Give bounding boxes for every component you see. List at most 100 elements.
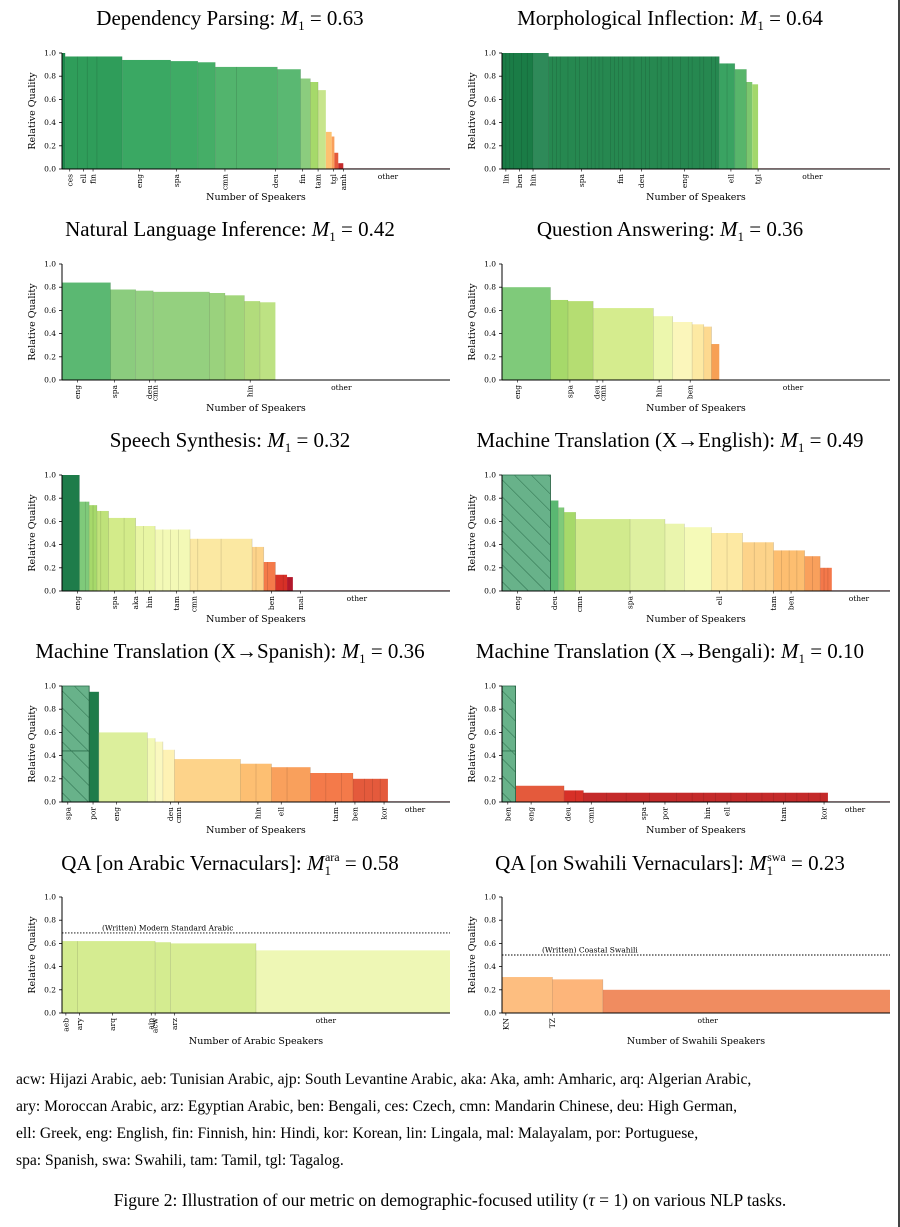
- title-value: = 0.49: [804, 428, 864, 452]
- y-tick-label: 0.8: [44, 72, 56, 81]
- figure-caption: Figure 2: Illustration of our metric on …: [0, 1190, 900, 1211]
- bar: [162, 749, 175, 802]
- bar: [502, 977, 553, 1013]
- glossary-line: spa: Spanish, swa: Swahili, tam: Tamil, …: [16, 1152, 344, 1169]
- bar: [583, 792, 828, 802]
- bar: [734, 69, 747, 169]
- glossary-line: ary: Moroccan Arabic, arz: Egyptian Arab…: [16, 1098, 737, 1115]
- hatched-bar: [501, 685, 516, 803]
- y-tick-label: 0.2: [484, 774, 496, 783]
- chart-title: Machine Translation (X→English): M1 = 0.…: [450, 428, 890, 456]
- bar: [275, 574, 288, 591]
- title-value: = 0.36: [744, 217, 804, 241]
- x-category-label: por: [89, 807, 98, 820]
- x-category-label: deu: [593, 385, 602, 399]
- x-category-label: other: [331, 383, 352, 392]
- x-category-label: ben: [503, 807, 512, 821]
- bar: [79, 501, 90, 591]
- x-axis-label: Number of Speakers: [206, 614, 306, 625]
- bar: [259, 302, 276, 380]
- y-tick-label: 0.4: [44, 329, 56, 338]
- x-category-label: spa: [626, 595, 635, 609]
- x-category-label: eng: [112, 807, 121, 821]
- x-axis-label: Number of Swahili Speakers: [627, 1036, 765, 1047]
- bar: [564, 512, 576, 591]
- hatched-bar: [61, 685, 90, 803]
- y-tick-label: 1.0: [44, 471, 56, 480]
- bar: [310, 82, 319, 169]
- title-prefix: Machine Translation (X→English):: [476, 428, 781, 452]
- x-category-label: other: [347, 594, 368, 603]
- y-tick-label: 0.0: [44, 587, 56, 596]
- bar: [224, 295, 245, 380]
- caption-text-before: Figure 2: Illustration of our metric on …: [113, 1190, 589, 1210]
- bar: [664, 523, 685, 591]
- y-tick-label: 0.0: [484, 376, 496, 385]
- y-tick-label: 0.0: [44, 798, 56, 807]
- bar: [773, 550, 805, 591]
- y-tick-label: 0.6: [44, 306, 56, 315]
- y-tick-label: 1.0: [484, 49, 496, 58]
- x-category-label: mal: [296, 595, 305, 610]
- bar: [602, 989, 890, 1013]
- bar: [502, 53, 534, 169]
- title-metric: M: [280, 6, 299, 30]
- chart-panel-tts: Speech Synthesis: M1 = 0.32 0.0 0.2 0.4 0.6 0…: [10, 428, 450, 633]
- x-category-label: other: [697, 1016, 718, 1025]
- bar: [515, 785, 565, 802]
- chart-svg: 0.0 0.2 0.4 0.6 0.8 1.0 Relative Quality spa por…: [27, 682, 450, 836]
- chart-panel-qa_swa: QA [on Swahili Vernaculars]: M1swa = 0.2…: [450, 850, 890, 1055]
- title-sub: 1: [324, 863, 331, 879]
- x-category-label: deu: [550, 596, 559, 610]
- x-category-label: cmn: [174, 807, 183, 823]
- caption-text-after: = 1) on various NLP tasks.: [594, 1190, 787, 1210]
- bar: [575, 519, 631, 591]
- bar: [630, 519, 665, 591]
- caption-tau: τ: [588, 1190, 595, 1210]
- y-tick-label: 0.4: [484, 751, 496, 760]
- x-category-label: ajp: [147, 1018, 156, 1030]
- x-category-label: ben: [515, 174, 524, 188]
- x-category-label: spa: [577, 173, 586, 187]
- bar: [300, 78, 311, 169]
- title-prefix: Machine Translation (X→Bengali):: [475, 639, 781, 663]
- x-category-label: eng: [513, 596, 522, 610]
- x-category-label: eng: [680, 174, 689, 188]
- chart-title: Natural Language Inference: M1 = 0.42: [10, 217, 450, 245]
- x-category-label: aeb: [61, 1018, 70, 1032]
- bar: [252, 546, 264, 591]
- y-tick-label: 0.6: [44, 95, 56, 104]
- x-axis-label: Number of Speakers: [646, 192, 746, 203]
- chart-svg: (Written) Coastal Swahili 0.0 0.2 0.4 0.6 0.8…: [467, 893, 890, 1047]
- x-axis-label: Number of Speakers: [206, 192, 306, 203]
- x-category-label: fin: [89, 174, 98, 184]
- page-edge-rule: [898, 0, 900, 1227]
- title-metric: M: [720, 217, 738, 241]
- title-sub: 1: [284, 440, 292, 456]
- y-axis-label: Relative Quality: [467, 916, 478, 994]
- bar: [742, 542, 774, 591]
- x-category-label: spa: [172, 173, 181, 187]
- bar: [135, 290, 154, 380]
- x-category-label: ell: [723, 806, 732, 816]
- x-axis-label: Number of Speakers: [206, 403, 306, 414]
- y-tick-label: 0.6: [484, 95, 496, 104]
- title-metric: M: [749, 851, 767, 875]
- x-category-label: ben: [267, 596, 276, 610]
- bar: [77, 941, 156, 1013]
- title-metric: M: [311, 217, 330, 241]
- y-axis-label: Relative Quality: [27, 916, 38, 994]
- chart-title: QA [on Swahili Vernaculars]: M1swa = 0.2…: [450, 850, 890, 879]
- x-category-label: tam: [331, 807, 340, 822]
- chart-svg: 0.0 0.2 0.4 0.6 0.8 1.0 Relative Quality eng spa…: [467, 260, 890, 414]
- x-category-label: deu: [563, 807, 572, 821]
- bar: [672, 322, 693, 380]
- title-metric: M: [780, 639, 799, 663]
- x-category-label: eng: [527, 807, 536, 821]
- y-tick-label: 0.6: [44, 517, 56, 526]
- glossary-line: acw: Hijazi Arabic, aeb: Tunisian Arabic…: [16, 1071, 752, 1088]
- bar: [752, 84, 759, 169]
- y-tick-label: 1.0: [44, 260, 56, 269]
- chart-title: Speech Synthesis: M1 = 0.32: [10, 428, 450, 456]
- x-category-label: ben: [787, 596, 796, 610]
